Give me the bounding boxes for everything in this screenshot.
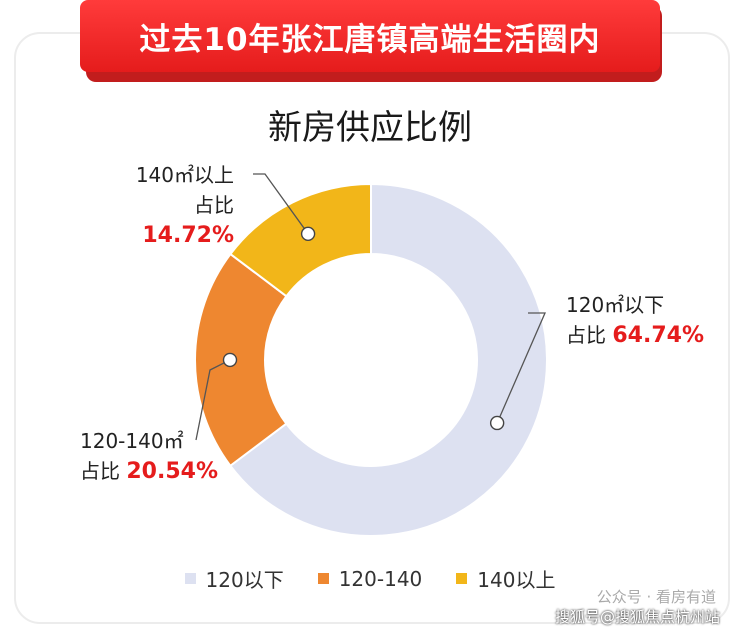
slice-label-prefix: 占比 [566,323,606,347]
slice-under-120 [228,182,548,537]
slice-percent: 64.74% [612,323,704,348]
slice-over-140 [229,182,372,298]
legend-swatch [317,573,329,584]
chart-title: 新房供应比例 [268,108,472,148]
legend: 120以下 120-140 140以上 [0,564,740,593]
slice-percent: 14.72% [142,223,234,248]
slice-label-title: 120㎡以下 [566,293,665,317]
slice-label-title: 140㎡以上 [135,163,234,187]
leader-line [253,173,309,235]
watermark-sohu: 搜狐号@搜狐焦点杭州站 [554,608,720,626]
slice-120-140 [194,252,288,468]
slice-label-under-120: 120㎡以下 占比 64.74% [566,290,704,351]
legend-label: 120以下 [205,568,284,592]
leader-line [496,312,546,424]
legend-swatch [184,573,196,584]
watermark-wechat: 公众号 · 看房有道 [596,588,716,606]
slice-marker-dot [222,352,238,368]
slice-marker-dot [300,226,316,242]
slice-label-prefix: 占比 [194,193,234,217]
slice-label-title: 120-140㎡ [80,429,184,453]
legend-item: 120以下 [184,564,284,593]
banner-title: 过去10年张江唐镇高端生活圈内 [80,0,660,72]
slice-percent: 20.54% [126,459,218,484]
legend-label: 120-140 [338,566,423,591]
legend-swatch [456,573,468,584]
leader-line [195,359,231,441]
legend-label: 140以上 [477,568,556,592]
slice-label-over-140: 140㎡以上 占比 14.72% [110,160,234,251]
slice-label-prefix: 占比 [80,459,120,483]
slice-label-120-140: 120-140㎡ 占比 20.54% [80,426,218,487]
slice-marker-dot [489,415,505,431]
legend-item: 140以上 [456,564,555,593]
legend-item: 120-140 [317,564,423,593]
